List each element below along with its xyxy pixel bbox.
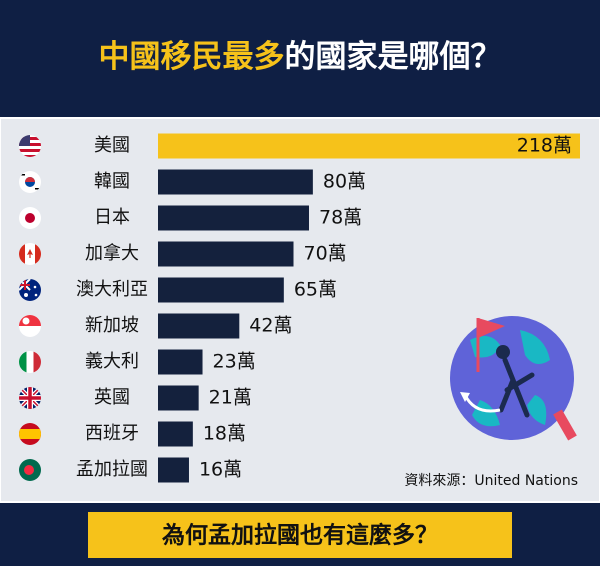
flag-sg: [19, 315, 41, 337]
value-label: 78萬: [319, 207, 362, 229]
chart-title: 中國移民最多的國家是哪個？: [99, 39, 502, 75]
bar: [158, 205, 309, 231]
bar: [158, 277, 284, 303]
value-label: 42萬: [249, 315, 292, 337]
title-rest: 的國家是哪個？: [285, 39, 502, 75]
flag-us: [19, 135, 41, 157]
flag-kr: [19, 171, 41, 193]
value-label: 218萬: [517, 135, 572, 157]
footer: 為何孟加拉國也有這麼多？: [162, 522, 438, 549]
bar: [158, 313, 240, 339]
flag-au: [19, 279, 41, 301]
globe-illustration: [450, 316, 577, 441]
category-label: 義大利: [85, 351, 139, 372]
footer-box: [88, 512, 512, 558]
category-label: 韓國: [94, 171, 130, 192]
flag-es: [19, 423, 41, 445]
category-label: 英國: [94, 387, 130, 408]
bar: [158, 421, 193, 447]
flag-it: [19, 351, 41, 373]
bar: [158, 457, 189, 483]
value-label: 21萬: [209, 387, 252, 409]
flags: [19, 135, 41, 481]
bar: [158, 133, 580, 159]
bar: [158, 169, 313, 195]
bar: [158, 349, 203, 375]
flag-uk: [19, 387, 41, 409]
flag-ca: [19, 243, 41, 265]
value-label: 23萬: [213, 351, 256, 373]
value-label: 18萬: [203, 423, 246, 445]
category-label: 西班牙: [85, 423, 139, 444]
value-label: 16萬: [199, 459, 242, 481]
value-label: 80萬: [323, 171, 366, 193]
flag-jp: [19, 207, 41, 229]
category-label: 澳大利亞: [76, 279, 148, 300]
title-highlight: 中國移民最多: [99, 39, 285, 75]
category-label: 孟加拉國: [76, 459, 148, 480]
category-label: 新加坡: [85, 315, 139, 336]
source: 資料來源：United Nations: [404, 473, 578, 489]
value-label: 70萬: [304, 243, 347, 265]
category-label: 美國: [94, 135, 130, 156]
flag-bd: [19, 459, 41, 481]
value-label: 65萬: [294, 279, 337, 301]
category-label: 日本: [94, 207, 130, 228]
category-label: 加拿大: [85, 242, 139, 264]
bar: [158, 385, 199, 411]
bar: [158, 241, 294, 267]
